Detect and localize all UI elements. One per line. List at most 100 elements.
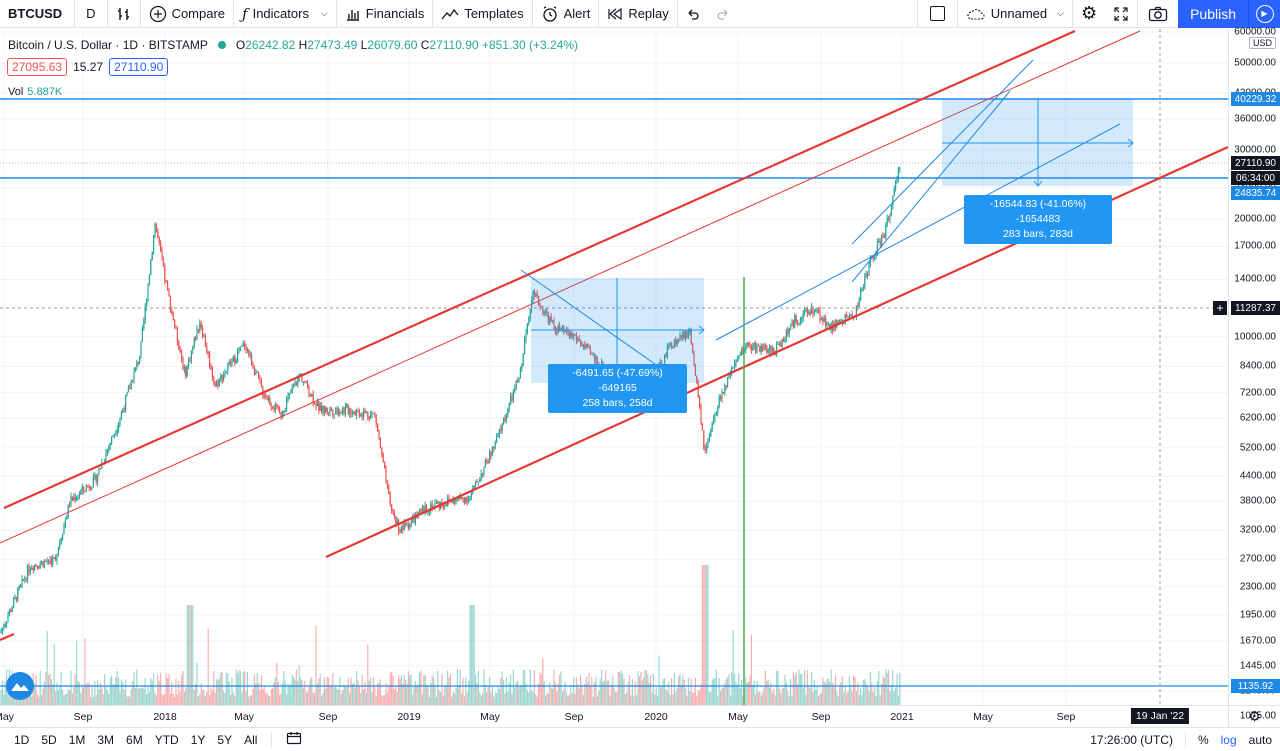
volume-bar <box>584 683 586 705</box>
range-button[interactable]: 5D <box>41 732 57 747</box>
candle-body <box>255 372 257 375</box>
volume-bar <box>419 672 421 705</box>
volume-bar <box>717 696 719 705</box>
volume-bar <box>791 696 793 705</box>
tradingview-logo-icon[interactable] <box>6 672 34 700</box>
range-button[interactable]: YTD <box>154 732 179 747</box>
channel-middle-line[interactable] <box>0 30 1141 544</box>
utc-clock[interactable]: 17:26:00 (UTC) <box>1090 732 1173 747</box>
axis-settings-button[interactable]: ⚙ <box>1228 705 1280 727</box>
volume-bar <box>690 678 692 705</box>
volume-bar <box>735 682 737 705</box>
price-axis[interactable]: USD 60000.0050000.0042000.0036000.003000… <box>1228 27 1280 722</box>
price-chart-canvas[interactable] <box>0 29 1228 705</box>
currency-label[interactable]: USD <box>1248 37 1276 49</box>
candle-body <box>872 256 874 259</box>
redo-button[interactable] <box>708 0 738 28</box>
range-button[interactable]: 1Y <box>190 732 206 747</box>
range-button[interactable]: 6M <box>126 732 143 747</box>
auto-scale-toggle[interactable]: auto <box>1248 732 1272 747</box>
volume-bar <box>899 672 901 705</box>
volume-bar <box>255 683 257 705</box>
buy-price-box[interactable]: 27110.90 <box>109 58 169 76</box>
volume-bar <box>139 688 141 705</box>
candle-body <box>332 410 334 415</box>
templates-button[interactable]: Templates <box>433 0 531 28</box>
candle-body <box>564 330 566 332</box>
volume-bar <box>542 658 544 705</box>
settings-button[interactable]: ⚙ <box>1073 0 1105 28</box>
candle-body <box>203 336 205 337</box>
chart-style-button[interactable] <box>108 0 140 28</box>
volume-bar <box>517 681 519 705</box>
volume-bar <box>440 691 442 705</box>
candle-body <box>153 235 155 253</box>
interval-button[interactable]: D <box>75 0 106 28</box>
templates-icon <box>441 8 459 19</box>
price-tick-label: 30000.00 <box>1234 144 1276 156</box>
compare-button[interactable]: Compare <box>141 0 233 28</box>
volume-bar <box>770 682 772 705</box>
alert-button[interactable]: Alert <box>533 0 599 28</box>
goto-date-button[interactable] <box>280 731 308 748</box>
range-button[interactable]: 3M <box>97 732 115 747</box>
blue-channel-upper[interactable] <box>715 123 1121 341</box>
candle-body <box>52 557 54 565</box>
candle-body <box>143 320 145 329</box>
volume-bar <box>462 677 464 705</box>
range-button[interactable]: 1M <box>68 732 86 747</box>
undo-button[interactable] <box>678 0 708 28</box>
blue-trend-steep-2[interactable] <box>851 90 1011 283</box>
channel-upper-line[interactable] <box>3 29 1076 510</box>
range-button[interactable]: All <box>244 732 258 747</box>
volume-bar <box>307 691 309 705</box>
volume-bar <box>773 688 775 705</box>
symbol-search[interactable]: BTCUSD <box>8 6 63 21</box>
volume-bar <box>746 682 748 705</box>
volume-bar <box>38 696 40 705</box>
snapshot-button[interactable] <box>1138 0 1178 28</box>
time-axis[interactable]: May Sep 2018 May Sep 2019 May Sep 2020 May Sep 2021… <box>0 705 1228 727</box>
volume-bar <box>620 670 622 705</box>
log-scale-toggle[interactable]: log <box>1220 732 1237 747</box>
trend-line[interactable] <box>520 269 663 370</box>
volume-bar <box>874 687 876 705</box>
crosshair-add-button[interactable]: + <box>1213 301 1227 315</box>
blue-channel-lower[interactable] <box>716 152 1120 368</box>
volume-legend: Vol 5.887K <box>8 86 62 98</box>
layout-name-button[interactable]: Unnamed ⌵ <box>958 0 1072 28</box>
multi-layout-button[interactable] <box>918 0 957 28</box>
candle-body <box>528 317 530 324</box>
candle-body <box>182 359 184 370</box>
candle-body <box>484 460 486 467</box>
calendar-range-icon <box>287 732 302 745</box>
volume-bar <box>843 692 845 705</box>
volume-bar <box>557 683 559 705</box>
candle-body <box>763 344 765 350</box>
publish-button[interactable]: Publish <box>1178 0 1248 28</box>
publish-video-button[interactable]: ▶ <box>1248 0 1280 28</box>
volume-bar <box>841 675 843 705</box>
replay-button[interactable]: Replay <box>599 0 676 28</box>
fullscreen-button[interactable] <box>1105 0 1137 28</box>
candle-body <box>825 318 827 326</box>
candle-body <box>468 498 470 502</box>
volume-bar <box>448 677 450 705</box>
blue-trend-steep-1[interactable] <box>851 59 1034 245</box>
sell-price-box[interactable]: 27095.63 <box>7 58 68 76</box>
channel-lower-left-line[interactable] <box>0 632 15 642</box>
series-title[interactable]: Bitcoin / U.S. Dollar · 1D · BITSTAMP <box>8 38 208 52</box>
percent-scale-toggle[interactable]: % <box>1197 732 1209 747</box>
range-button[interactable]: 1D <box>14 732 30 747</box>
indicators-button[interactable]: ƒ Indicators ⌵ <box>234 0 336 28</box>
range-button[interactable]: 5Y <box>217 732 233 747</box>
financials-button[interactable]: Financials <box>337 0 433 28</box>
volume-label[interactable]: Vol <box>8 86 24 98</box>
volume-bar <box>650 675 652 705</box>
candle-body <box>99 468 101 470</box>
price-tick-label: 8400.00 <box>1239 360 1276 372</box>
volume-bar <box>665 689 667 705</box>
volume-bar <box>94 681 96 705</box>
volume-bar <box>739 688 741 705</box>
candle-body <box>137 362 139 364</box>
